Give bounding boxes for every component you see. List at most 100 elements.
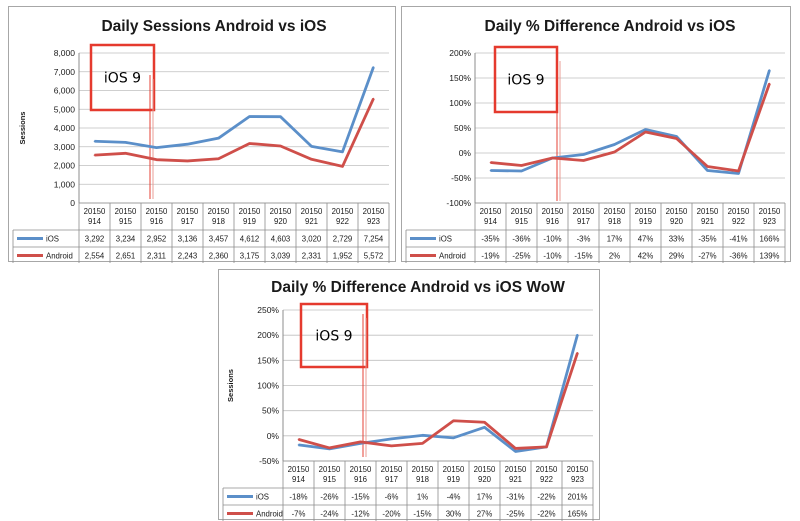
data-point-android: [675, 137, 678, 140]
x-tick-label: 920: [478, 475, 492, 484]
data-label: 3,039: [271, 252, 291, 261]
x-tick-label: 20150: [536, 465, 558, 474]
data-label: 166%: [760, 235, 780, 244]
data-label: 2,360: [209, 252, 229, 261]
data-point-android: [372, 97, 375, 100]
y-tick-label: 250%: [257, 305, 279, 315]
data-label: 2,952: [147, 235, 167, 244]
chart-title: Daily Sessions Android vs iOS: [101, 18, 326, 35]
x-tick-label: 20150: [511, 207, 533, 216]
data-label: -25%: [512, 252, 530, 261]
legend-label-ios: iOS: [46, 235, 59, 244]
x-tick-label: 918: [212, 217, 225, 226]
legend-label-ios: iOS: [256, 493, 269, 502]
x-tick-label: 922: [336, 217, 349, 226]
y-axis-label: Sessions: [18, 112, 27, 145]
data-label: -15%: [351, 493, 369, 502]
data-point-ios: [186, 143, 189, 145]
data-point-android: [155, 158, 158, 161]
data-point-ios: [452, 437, 455, 439]
x-tick-label: 914: [292, 475, 306, 484]
x-tick-label: 915: [119, 217, 133, 226]
data-label: -15%: [574, 252, 592, 261]
y-tick-label: 0: [70, 198, 75, 208]
x-tick-label: 915: [323, 475, 337, 484]
series-line-android: [94, 97, 375, 168]
data-label: -24%: [320, 510, 338, 519]
data-label: -15%: [413, 510, 431, 519]
data-point-ios: [297, 444, 300, 446]
data-point-ios: [613, 143, 616, 146]
chart-svg: Daily Sessions Android vs iOS Sessions 0 1,…: [12, 18, 390, 263]
y-tick-label: 6,000: [54, 86, 76, 96]
x-tick-label: 20150: [350, 465, 372, 474]
x-tick-label: 20150: [301, 207, 323, 216]
x-tick-label: 20150: [239, 207, 261, 216]
x-tick-label: 20150: [84, 207, 106, 216]
x-tick-label: 914: [484, 217, 498, 226]
series-line-ios: [94, 66, 375, 154]
x-tick-label: 916: [546, 217, 559, 226]
x-tick-label: 915: [515, 217, 529, 226]
chart-title: Daily % Difference Android vs iOS: [485, 18, 736, 35]
data-label: 17%: [477, 493, 493, 502]
data-label: -35%: [698, 235, 716, 244]
x-tick-label: 922: [732, 217, 745, 226]
data-label: -36%: [512, 235, 530, 244]
x-tick-label: 20150: [208, 207, 230, 216]
y-tick-label: 50%: [454, 123, 471, 133]
data-point-ios: [310, 145, 313, 148]
data-label: 42%: [638, 252, 654, 261]
series-line-android: [298, 352, 579, 450]
legend-label-ios: iOS: [439, 235, 452, 244]
data-label: -6%: [385, 493, 399, 502]
data-label: -26%: [320, 493, 338, 502]
data-point-android: [452, 419, 455, 422]
data-label: 29%: [669, 252, 685, 261]
x-tick-label: 920: [274, 217, 288, 226]
data-point-android: [328, 447, 331, 449]
x-tick-label: 20150: [573, 207, 595, 216]
data-point-ios: [93, 140, 96, 143]
ios9-annotation-label: iOS 9: [507, 73, 544, 89]
ios9-annotation-label: iOS 9: [104, 71, 141, 87]
x-tick-label: 20150: [115, 207, 137, 216]
data-label: 1%: [417, 493, 428, 502]
data-label: 27%: [477, 510, 493, 519]
data-label: 47%: [638, 235, 654, 244]
data-point-android: [359, 441, 362, 443]
data-label: -27%: [698, 252, 716, 261]
x-tick-label: 20150: [697, 207, 719, 216]
data-label: 165%: [568, 510, 588, 519]
y-tick-label: 8,000: [54, 48, 76, 58]
data-point-ios: [514, 450, 517, 453]
x-tick-label: 20150: [759, 207, 781, 216]
data-label: -10%: [543, 252, 561, 261]
y-tick-label: 5,000: [54, 104, 76, 114]
x-tick-label: 20150: [728, 207, 750, 216]
data-label: 2,651: [116, 252, 136, 261]
data-label: 17%: [607, 235, 623, 244]
x-tick-label: 20150: [666, 207, 688, 216]
chart-panel-pct-difference: Daily % Difference Android vs iOS -100% -5…: [401, 6, 791, 263]
ios9-annotation-box: [299, 302, 369, 369]
data-point-ios: [768, 69, 771, 71]
data-point-android: [297, 438, 300, 441]
data-label: -25%: [506, 510, 524, 519]
x-tick-label: 914: [88, 217, 102, 226]
data-point-ios: [248, 115, 251, 118]
chart-svg: Daily % Difference Android vs iOS -100% -5…: [405, 18, 786, 263]
data-label: 2%: [609, 252, 620, 261]
legend-label-android: Android: [439, 252, 466, 261]
data-label: -4%: [447, 493, 461, 502]
data-label: 3,457: [209, 235, 229, 244]
data-label: 201%: [568, 493, 588, 502]
x-tick-label: 918: [416, 475, 429, 484]
x-tick-label: 20150: [412, 465, 434, 474]
x-tick-label: 919: [243, 217, 256, 226]
x-tick-label: 20150: [288, 465, 310, 474]
data-point-ios: [279, 115, 282, 118]
chart-title: Daily % Difference Android vs iOS WoW: [271, 279, 565, 296]
data-label: -20%: [382, 510, 400, 519]
x-tick-label: 20150: [381, 465, 403, 474]
